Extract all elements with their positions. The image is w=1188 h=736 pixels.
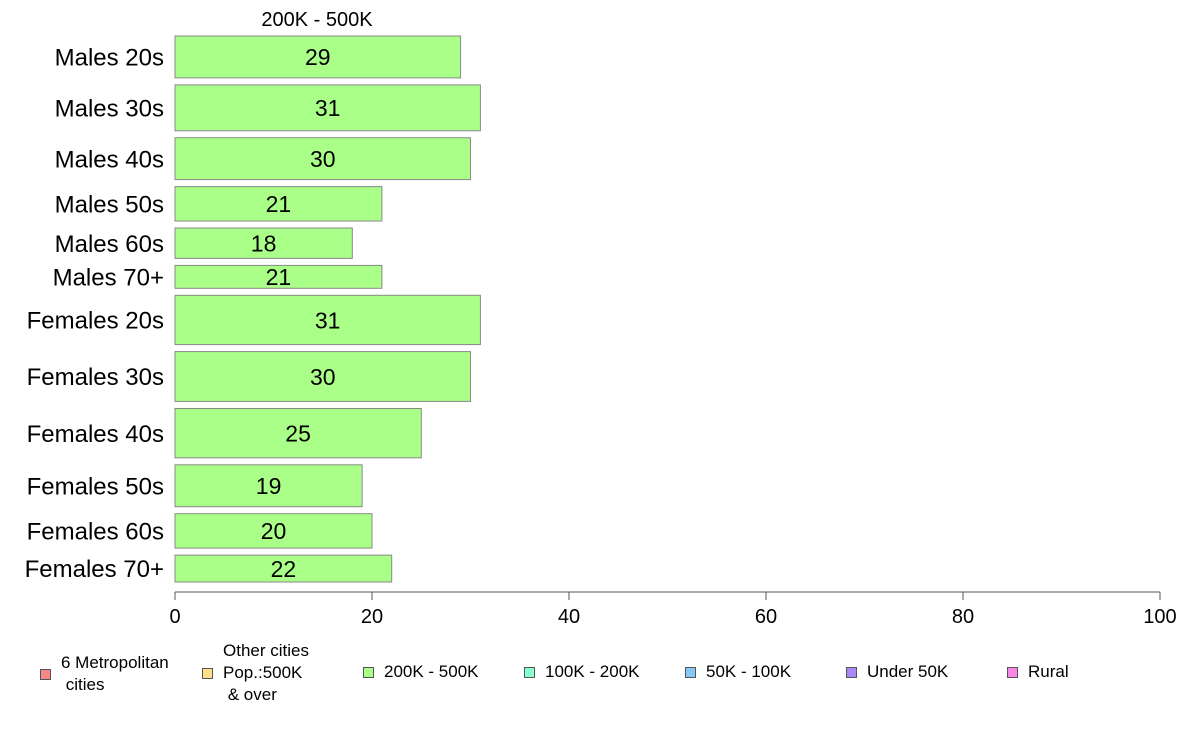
category-label: Males 30s <box>55 95 164 122</box>
category-label: Males 40s <box>55 146 164 173</box>
legend-label: 100K - 200K <box>545 662 640 681</box>
category-label: Females 60s <box>27 519 164 546</box>
legend-label: 200K - 500K <box>384 662 479 681</box>
legend-label: Other cities Pop.:500K & over <box>223 641 309 704</box>
legend-item: 100K - 200K <box>524 661 640 683</box>
legend-swatch-under-50k <box>846 666 857 678</box>
legend: 6 Metropolitan cities Other cities Pop.:… <box>0 640 1188 720</box>
x-tick-label: 100 <box>1143 606 1176 628</box>
legend-label: Under 50K <box>867 662 949 681</box>
legend-label: 6 Metropolitan cities <box>61 653 169 694</box>
legend-swatch-200k-500k <box>363 666 374 678</box>
category-label: Males 70+ <box>53 264 164 291</box>
data-label: 20 <box>261 518 287 544</box>
bar <box>174 554 393 583</box>
legend-swatch-50k-100k <box>685 666 696 678</box>
bar-chart: 200K - 500K 29 Males 20s 31 Males 30s 30 Male… <box>25 9 1177 628</box>
x-axis: 0 20 40 60 80 100 <box>169 591 1177 628</box>
bar <box>174 84 481 132</box>
x-tick-label: 40 <box>558 606 580 628</box>
legend-swatch-rural <box>1007 666 1018 678</box>
legend-item: 6 Metropolitan cities <box>40 652 169 696</box>
data-label: 21 <box>266 264 292 290</box>
x-tick-label: 80 <box>952 606 974 628</box>
category-label: Females 50s <box>27 473 164 500</box>
category-label: Females 20s <box>27 308 164 335</box>
legend-label: Rural <box>1028 662 1069 681</box>
data-label: 21 <box>266 191 292 217</box>
category-label: Males 60s <box>55 231 164 258</box>
legend-item: Under 50K <box>846 661 948 683</box>
bar <box>174 464 363 508</box>
bar <box>174 513 373 549</box>
category-label: Females 30s <box>27 364 164 391</box>
legend-item: Rural <box>1007 661 1069 683</box>
data-label: 18 <box>251 230 277 256</box>
data-label: 22 <box>271 556 297 582</box>
data-label: 25 <box>285 420 311 446</box>
legend-label: 50K - 100K <box>706 662 792 681</box>
bar <box>174 408 422 459</box>
data-label: 30 <box>310 364 336 390</box>
category-label: Males 50s <box>55 191 164 218</box>
data-label: 31 <box>315 307 341 333</box>
legend-swatch-metropolitan <box>40 668 51 680</box>
data-label: 30 <box>310 146 336 172</box>
legend-swatch-100k-200k <box>524 666 535 678</box>
data-label: 19 <box>256 473 282 499</box>
bar <box>174 351 471 402</box>
bar <box>174 35 462 79</box>
x-tick-label: 0 <box>169 606 180 628</box>
legend-item: 200K - 500K <box>363 661 479 683</box>
bar <box>174 294 481 346</box>
chart-title: 200K - 500K <box>261 9 373 31</box>
data-label: 29 <box>305 44 331 70</box>
bar <box>174 186 383 222</box>
bars-layer: 29 Males 20s 31 Males 30s 30 Males 40s 21 Males… <box>25 35 481 583</box>
category-label: Females 70+ <box>25 556 164 583</box>
bar <box>174 137 471 181</box>
legend-swatch-other-cities <box>202 667 213 679</box>
data-label: 31 <box>315 95 341 121</box>
category-label: Females 40s <box>27 421 164 448</box>
category-label: Males 20s <box>55 45 164 72</box>
legend-item: Other cities Pop.:500K & over <box>202 640 309 706</box>
x-tick-label: 20 <box>361 606 383 628</box>
legend-item: 50K - 100K <box>685 661 791 683</box>
bar <box>174 264 383 289</box>
bar <box>174 227 353 259</box>
x-tick-label: 60 <box>755 606 777 628</box>
